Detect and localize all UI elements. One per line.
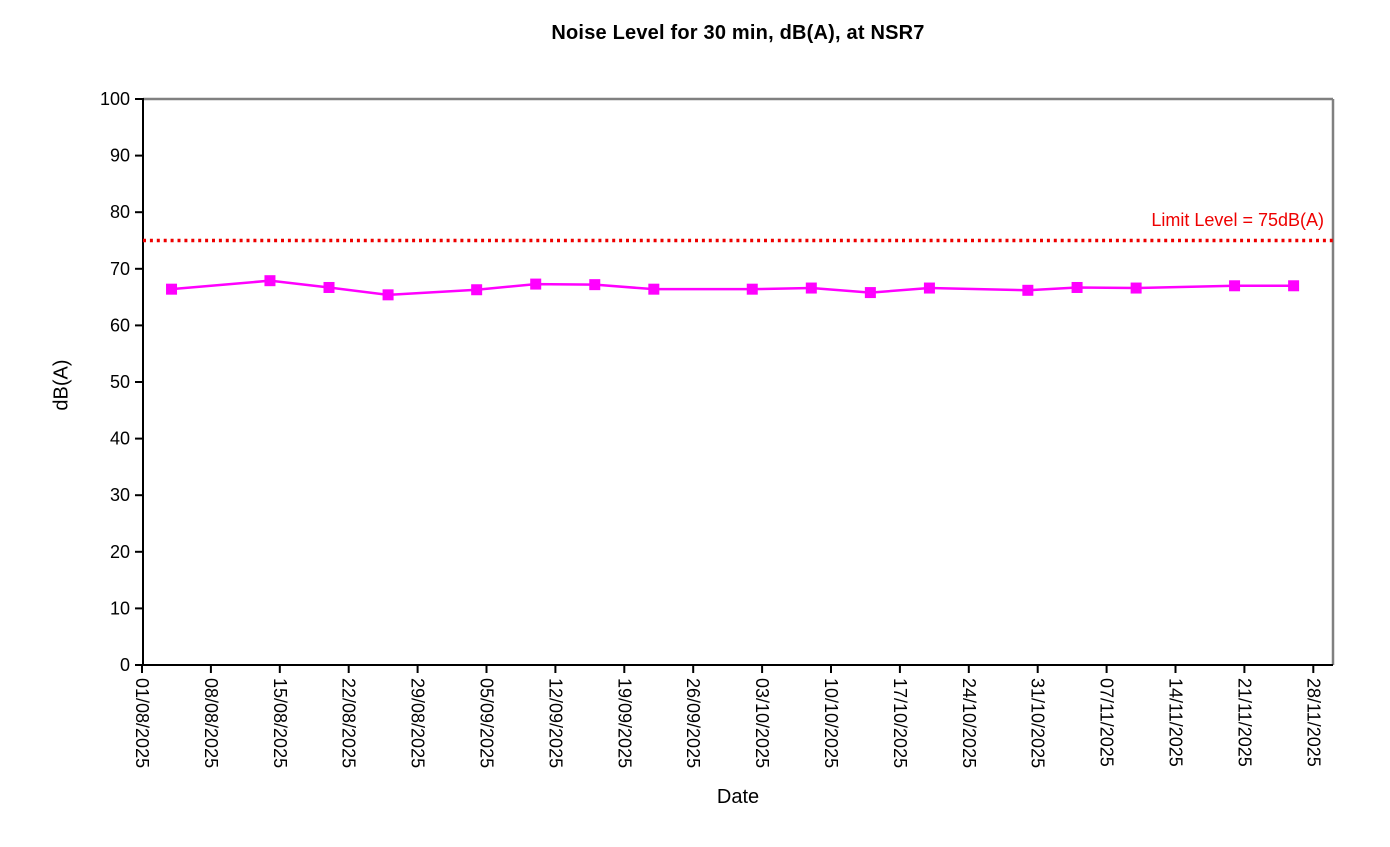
x-axis-title: Date [716,786,760,808]
x-tick-label: 31/10/2025 [1028,678,1048,768]
y-tick-label: 40 [110,429,130,449]
data-point-marker [805,282,817,294]
data-point-marker [746,283,758,295]
data-point-marker [864,287,876,299]
y-tick-label: 50 [110,372,130,392]
y-tick-label: 80 [110,202,130,222]
series-line [171,279,1294,297]
x-tick-label: 05/09/2025 [477,678,497,768]
x-tick-label: 10/10/2025 [821,678,841,768]
y-tick-label: 70 [110,259,130,279]
data-point-marker [471,284,483,296]
y-tick-label: 90 [110,146,130,166]
chart-title: Noise Level for 30 min, dB(A), at NSR7 [551,22,925,44]
data-point-marker [1130,282,1142,294]
data-point-marker [166,283,178,295]
x-tick-label: 15/08/2025 [270,678,290,768]
data-point-marker [1229,280,1241,292]
x-tick-label: 19/09/2025 [614,678,634,768]
x-tick-label: 14/11/2025 [1166,678,1186,767]
x-tick-label: 17/10/2025 [890,678,910,768]
x-tick-label: 08/08/2025 [201,678,221,768]
x-tick-label: 12/09/2025 [545,678,565,768]
y-tick-label: 30 [110,485,130,505]
data-point-marker [589,279,601,291]
data-point-marker [382,289,394,301]
y-tick-label: 0 [120,655,130,675]
data-point-marker [530,278,542,290]
y-tick-label: 100 [100,89,130,109]
data-point-marker [648,283,660,295]
x-tick-label: 26/09/2025 [683,678,703,768]
data-point-marker [1288,280,1300,292]
x-tick-label: 03/10/2025 [752,678,772,768]
y-tick-label: 10 [110,598,130,618]
x-tick-label: 22/08/2025 [339,678,359,768]
x-tick-label: 21/11/2025 [1234,678,1254,767]
data-point-marker [923,282,935,294]
x-tick-label: 24/10/2025 [959,678,979,768]
data-point-marker [264,275,276,287]
x-tick-label: 28/11/2025 [1303,678,1323,767]
data-point-marker [1022,284,1034,296]
limit-line-label: Limit Level = 75dB(A) [1151,210,1324,230]
y-tick-label: 20 [110,542,130,562]
y-axis-title: dB(A) [50,359,73,411]
x-tick-label: 29/08/2025 [408,678,428,768]
data-point-marker [1071,281,1083,293]
data-point-marker [323,281,335,293]
x-tick-label: 01/08/2025 [132,678,152,768]
y-tick-label: 60 [110,315,130,335]
x-tick-label: 07/11/2025 [1097,678,1117,767]
